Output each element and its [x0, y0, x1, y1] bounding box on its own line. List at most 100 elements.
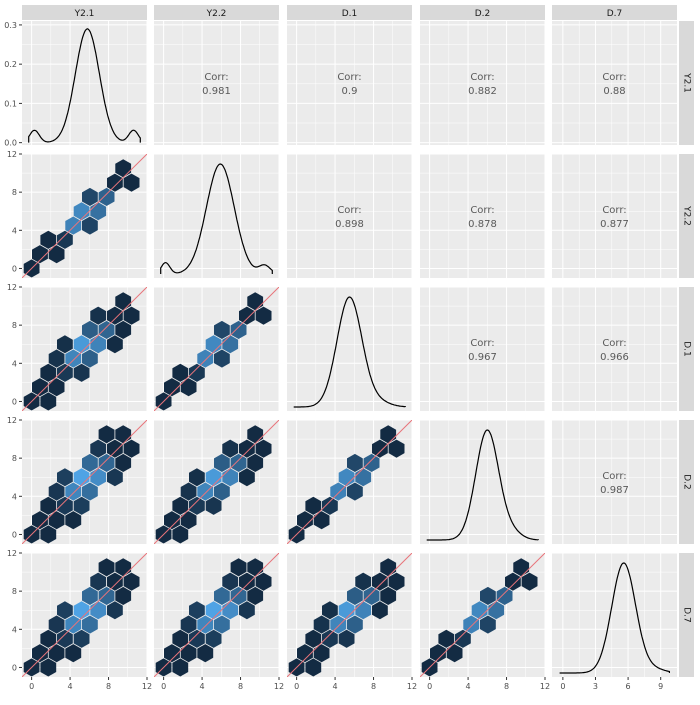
y-tick-label: 0 [12, 397, 17, 406]
hexbin-cell [255, 572, 272, 591]
hexbin-cell [65, 216, 82, 235]
column-strip-label: D.7 [607, 9, 623, 19]
hexbin-cell [330, 482, 347, 501]
hexbin-cell [82, 216, 98, 235]
x-tick-label: 4 [333, 682, 338, 691]
hexbin-cell [247, 586, 264, 605]
hexbin-cell [98, 187, 115, 206]
hexbin-cell [305, 658, 322, 677]
y-tick-label: 8 [12, 454, 17, 463]
panel-D.2-Y2.1 [22, 419, 148, 544]
hexbin-cell [57, 629, 73, 648]
hexbin-cell [230, 320, 247, 339]
panel-background [552, 420, 677, 544]
hexbin-cell [32, 644, 48, 663]
reference-line [22, 553, 147, 677]
panel-background [22, 21, 147, 145]
panel-Y2.2-D.7: Corr: 0.877 [552, 153, 677, 278]
hexbin-cell [115, 453, 132, 472]
density-curve [160, 163, 273, 274]
hexbin-layer [287, 553, 412, 677]
panel-Y2.2-D.2: Corr: 0.878 [420, 153, 546, 278]
panel-Y2.2-D.1: Corr: 0.898 [287, 153, 413, 278]
hexbin-cell [197, 349, 214, 368]
reference-line [287, 553, 412, 677]
panel-D.1-Y2.1 [22, 286, 148, 411]
correlation-value: 0.877 [600, 219, 629, 230]
row-strip-label: D.2 [682, 474, 692, 490]
column-strip [22, 5, 147, 20]
panel-background [552, 553, 677, 677]
panel-Y2.1-Y2.2: Corr: 0.981 [154, 21, 280, 145]
panel-background [287, 21, 412, 145]
correlation-value: 0.88 [603, 86, 625, 97]
hexbin-cell [222, 572, 239, 591]
hexbin-cell [107, 173, 123, 192]
hexbin-cell [32, 511, 48, 530]
panel-Y2.1-D.2: Corr: 0.882 [420, 21, 546, 145]
hexbin-cell [205, 335, 222, 354]
hexbin-cell [57, 468, 73, 487]
correlation-value: 0.882 [468, 86, 497, 97]
hexbin-cell [65, 482, 82, 501]
hexbin-cell [239, 572, 255, 591]
x-tick-label: 9 [658, 682, 663, 691]
hexbin-cell [123, 572, 140, 591]
x-tick-label: 12 [142, 682, 152, 691]
hexbin-cell [322, 601, 338, 620]
correlation-value: 0.878 [468, 219, 497, 230]
hexbin-cell [82, 482, 98, 501]
hexbin-cell [197, 644, 214, 663]
hexbin-cell [338, 601, 355, 620]
hexbin-cell [57, 335, 73, 354]
hexbin-cell [180, 482, 197, 501]
hexbin-cell [363, 453, 380, 472]
density-curve [28, 28, 141, 143]
correlation-label: Corr: [337, 72, 361, 83]
hexbin-cell [172, 525, 189, 544]
hexbin-cell [214, 586, 230, 605]
hexbin-cell [205, 629, 222, 648]
hexbin-cell [65, 615, 82, 634]
panel-background [552, 287, 677, 411]
column-strip [420, 5, 545, 20]
hexbin-cell [363, 586, 380, 605]
hexbin-cell [380, 558, 397, 577]
panel-D.7-D.2 [420, 552, 546, 677]
y-tick-label: 8 [12, 321, 17, 330]
panel-D.2-D.2 [420, 419, 546, 544]
hexbin-cell [164, 378, 180, 397]
hexbin-cell [239, 439, 255, 458]
hexbin-layer [22, 154, 147, 278]
reference-line [22, 287, 147, 411]
x-tick-label: 8 [371, 682, 376, 691]
hexbin-cell [98, 558, 115, 577]
row-strip [679, 553, 694, 677]
hexbin-cell [40, 230, 57, 249]
correlation-label: Corr: [602, 471, 626, 482]
hexbin-cell [48, 482, 65, 501]
row-strip-label: D.7 [682, 607, 692, 623]
hexbin-cell [214, 453, 230, 472]
hexbin-cell [73, 335, 90, 354]
density-curve [559, 562, 670, 674]
hexbin-cell [322, 496, 338, 515]
panel-D.7-D.7 [552, 552, 677, 677]
panel-background [552, 154, 677, 278]
hexbin-cell [57, 601, 73, 620]
hexbin-cell [82, 187, 98, 206]
hexbin-cell [57, 496, 73, 515]
x-tick-label: 0 [560, 682, 565, 691]
hexbin-cell [313, 644, 330, 663]
hexbin-cell [471, 601, 488, 620]
y-tick-label: 8 [12, 188, 17, 197]
column-strip-label: D.1 [342, 9, 358, 19]
hexbin-cell [40, 392, 57, 411]
hexbin-cell [230, 453, 247, 472]
x-tick-label: 0 [29, 682, 34, 691]
x-tick-label: 0 [161, 682, 166, 691]
correlation-value: 0.898 [335, 219, 364, 230]
hexbin-layer [154, 287, 279, 411]
hexbin-cell [98, 320, 115, 339]
